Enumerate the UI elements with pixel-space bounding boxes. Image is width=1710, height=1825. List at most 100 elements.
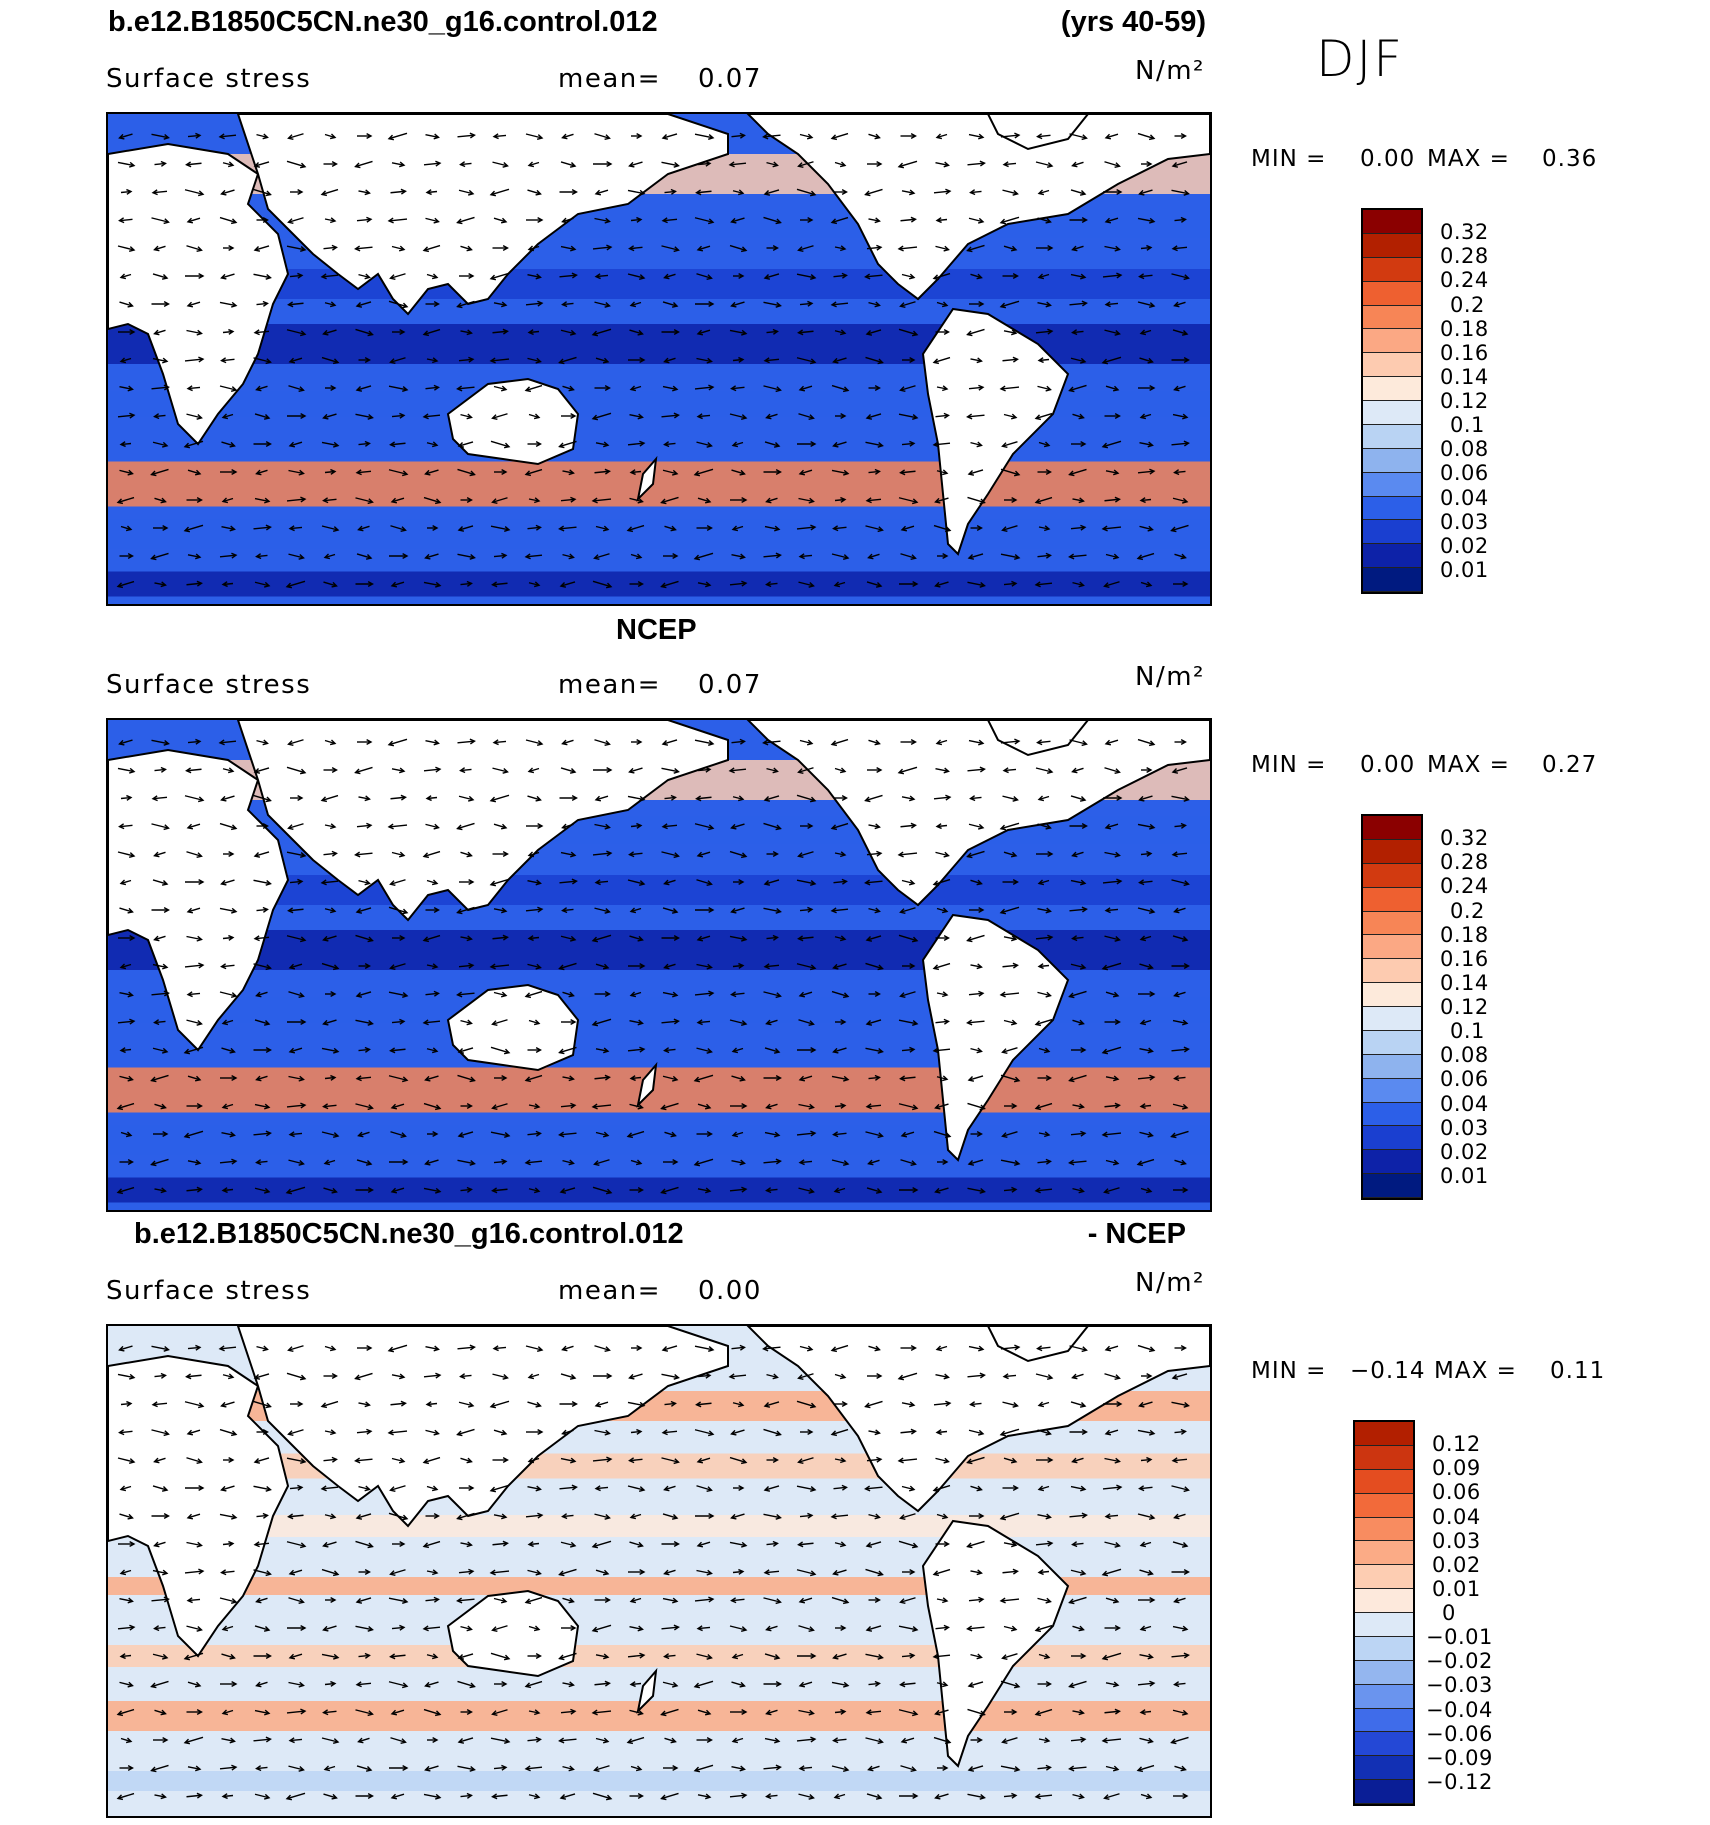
stress-vector-arrow — [630, 1159, 643, 1166]
stress-vector-arrow — [460, 1708, 473, 1716]
stress-vector-arrow — [527, 524, 542, 531]
stress-vector-arrow — [967, 1187, 986, 1194]
stress-vector-arrow — [186, 991, 201, 998]
stress-vector-arrow — [219, 1764, 238, 1771]
stress-vector-arrow — [831, 553, 850, 560]
stress-vector-arrow — [490, 1652, 511, 1661]
stress-vector-arrow — [119, 1681, 134, 1688]
stress-vector-arrow — [460, 1186, 473, 1193]
stress-vector-arrow — [696, 1736, 713, 1744]
stress-vector-arrow — [662, 1681, 679, 1688]
stress-vector-arrow — [492, 1345, 507, 1352]
stress-vector-arrow — [559, 272, 578, 279]
stress-vector-arrow — [970, 1653, 983, 1660]
stress-vector-arrow — [899, 1186, 919, 1194]
stress-vector-arrow — [391, 245, 406, 252]
stress-vector-arrow — [797, 1457, 814, 1464]
stress-vector-arrow — [900, 132, 917, 140]
stress-vector-arrow — [1037, 273, 1050, 280]
panel1-map — [106, 112, 1212, 606]
panel3-max-value: 0.11 — [1550, 1358, 1606, 1384]
stress-vector-arrow — [423, 1708, 442, 1717]
stress-vector-arrow — [1103, 188, 1123, 196]
stress-vector-arrow — [320, 794, 339, 803]
panel2-colorbar — [1361, 814, 1423, 1200]
stress-vector-arrow — [285, 580, 306, 589]
stress-vector-arrow — [288, 1131, 303, 1138]
stress-vector-arrow — [151, 795, 168, 802]
stress-vector-arrow — [561, 907, 574, 914]
stress-vector-arrow — [968, 823, 985, 830]
stress-vector-arrow — [796, 357, 817, 365]
stress-vector-arrow — [663, 1047, 676, 1054]
stress-vector-arrow — [154, 1187, 167, 1194]
stress-vector-arrow — [731, 469, 746, 476]
stress-vector-arrow — [493, 1513, 508, 1520]
stress-vector-arrow — [120, 1131, 133, 1138]
stress-vector-arrow — [1003, 851, 1018, 858]
stress-vector-arrow — [320, 188, 339, 197]
stress-vector-arrow — [358, 795, 371, 802]
colorbar-tick-label: 0.12 — [1432, 1432, 1481, 1457]
stress-vector-arrow — [424, 1159, 439, 1166]
colorbar-swatch — [1355, 1660, 1413, 1685]
stress-vector-arrow — [389, 1764, 409, 1772]
stress-vector-arrow — [660, 496, 679, 505]
stress-vector-arrow — [628, 1568, 646, 1576]
stress-vector-arrow — [966, 244, 985, 253]
stress-vector-arrow — [560, 496, 577, 503]
stress-vector-arrow — [321, 962, 340, 971]
stress-vector-arrow — [935, 1373, 950, 1380]
stress-vector-arrow — [119, 1513, 134, 1520]
stress-vector-arrow — [527, 851, 540, 858]
stress-vector-arrow — [1102, 1484, 1123, 1491]
stress-vector-arrow — [150, 1074, 169, 1083]
stress-vector-arrow — [151, 739, 170, 746]
stress-vector-arrow — [1000, 1159, 1021, 1166]
continent-australia — [446, 377, 580, 466]
stress-vector-arrow — [1035, 328, 1054, 335]
stress-vector-arrow — [358, 440, 371, 447]
stress-vector-arrow — [151, 823, 170, 831]
panel2-title: NCEP — [616, 614, 697, 646]
stress-vector-arrow — [186, 580, 203, 587]
stress-vector-arrow — [901, 1401, 916, 1408]
stress-vector-arrow — [628, 851, 643, 858]
stress-vector-arrow — [255, 553, 268, 560]
stress-vector-arrow — [898, 934, 919, 943]
stress-vector-arrow — [286, 1372, 307, 1381]
stress-vector-arrow — [387, 1429, 408, 1436]
stress-vector-arrow — [766, 1373, 779, 1380]
stress-vector-arrow — [1071, 161, 1084, 168]
stress-vector-arrow — [388, 300, 409, 309]
stress-vector-arrow — [1071, 1373, 1084, 1380]
stress-vector-arrow — [185, 878, 205, 886]
stress-vector-arrow — [221, 413, 234, 420]
stress-vector-arrow — [221, 1019, 234, 1026]
colorbar-tick-label: 0.09 — [1432, 1456, 1481, 1481]
stress-vector-arrow — [288, 1597, 305, 1604]
stress-vector-arrow — [833, 794, 848, 802]
stress-vector-arrow — [493, 1158, 508, 1165]
stress-vector-arrow — [834, 496, 847, 503]
stress-vector-arrow — [967, 1075, 984, 1082]
stress-vector-arrow — [968, 739, 985, 746]
stress-vector-arrow — [187, 1159, 202, 1166]
stress-vector-arrow — [1104, 301, 1119, 308]
stress-vector-arrow — [864, 188, 883, 197]
stress-vector-arrow — [693, 552, 714, 561]
stress-vector-arrow — [866, 1793, 883, 1800]
stress-vector-arrow — [936, 991, 949, 998]
stress-vector-arrow — [595, 1569, 610, 1576]
stress-vector-arrow — [1003, 580, 1018, 587]
stress-band — [108, 1515, 1210, 1537]
stress-vector-arrow — [763, 385, 782, 393]
stress-vector-arrow — [528, 1625, 541, 1632]
stress-vector-arrow — [694, 217, 715, 225]
stress-vector-arrow — [253, 1652, 272, 1660]
stress-vector-arrow — [1069, 216, 1088, 224]
stress-vector-arrow — [457, 468, 476, 477]
stress-vector-arrow — [731, 1047, 744, 1054]
stress-vector-arrow — [1136, 552, 1155, 561]
stress-vector-arrow — [1173, 907, 1186, 914]
